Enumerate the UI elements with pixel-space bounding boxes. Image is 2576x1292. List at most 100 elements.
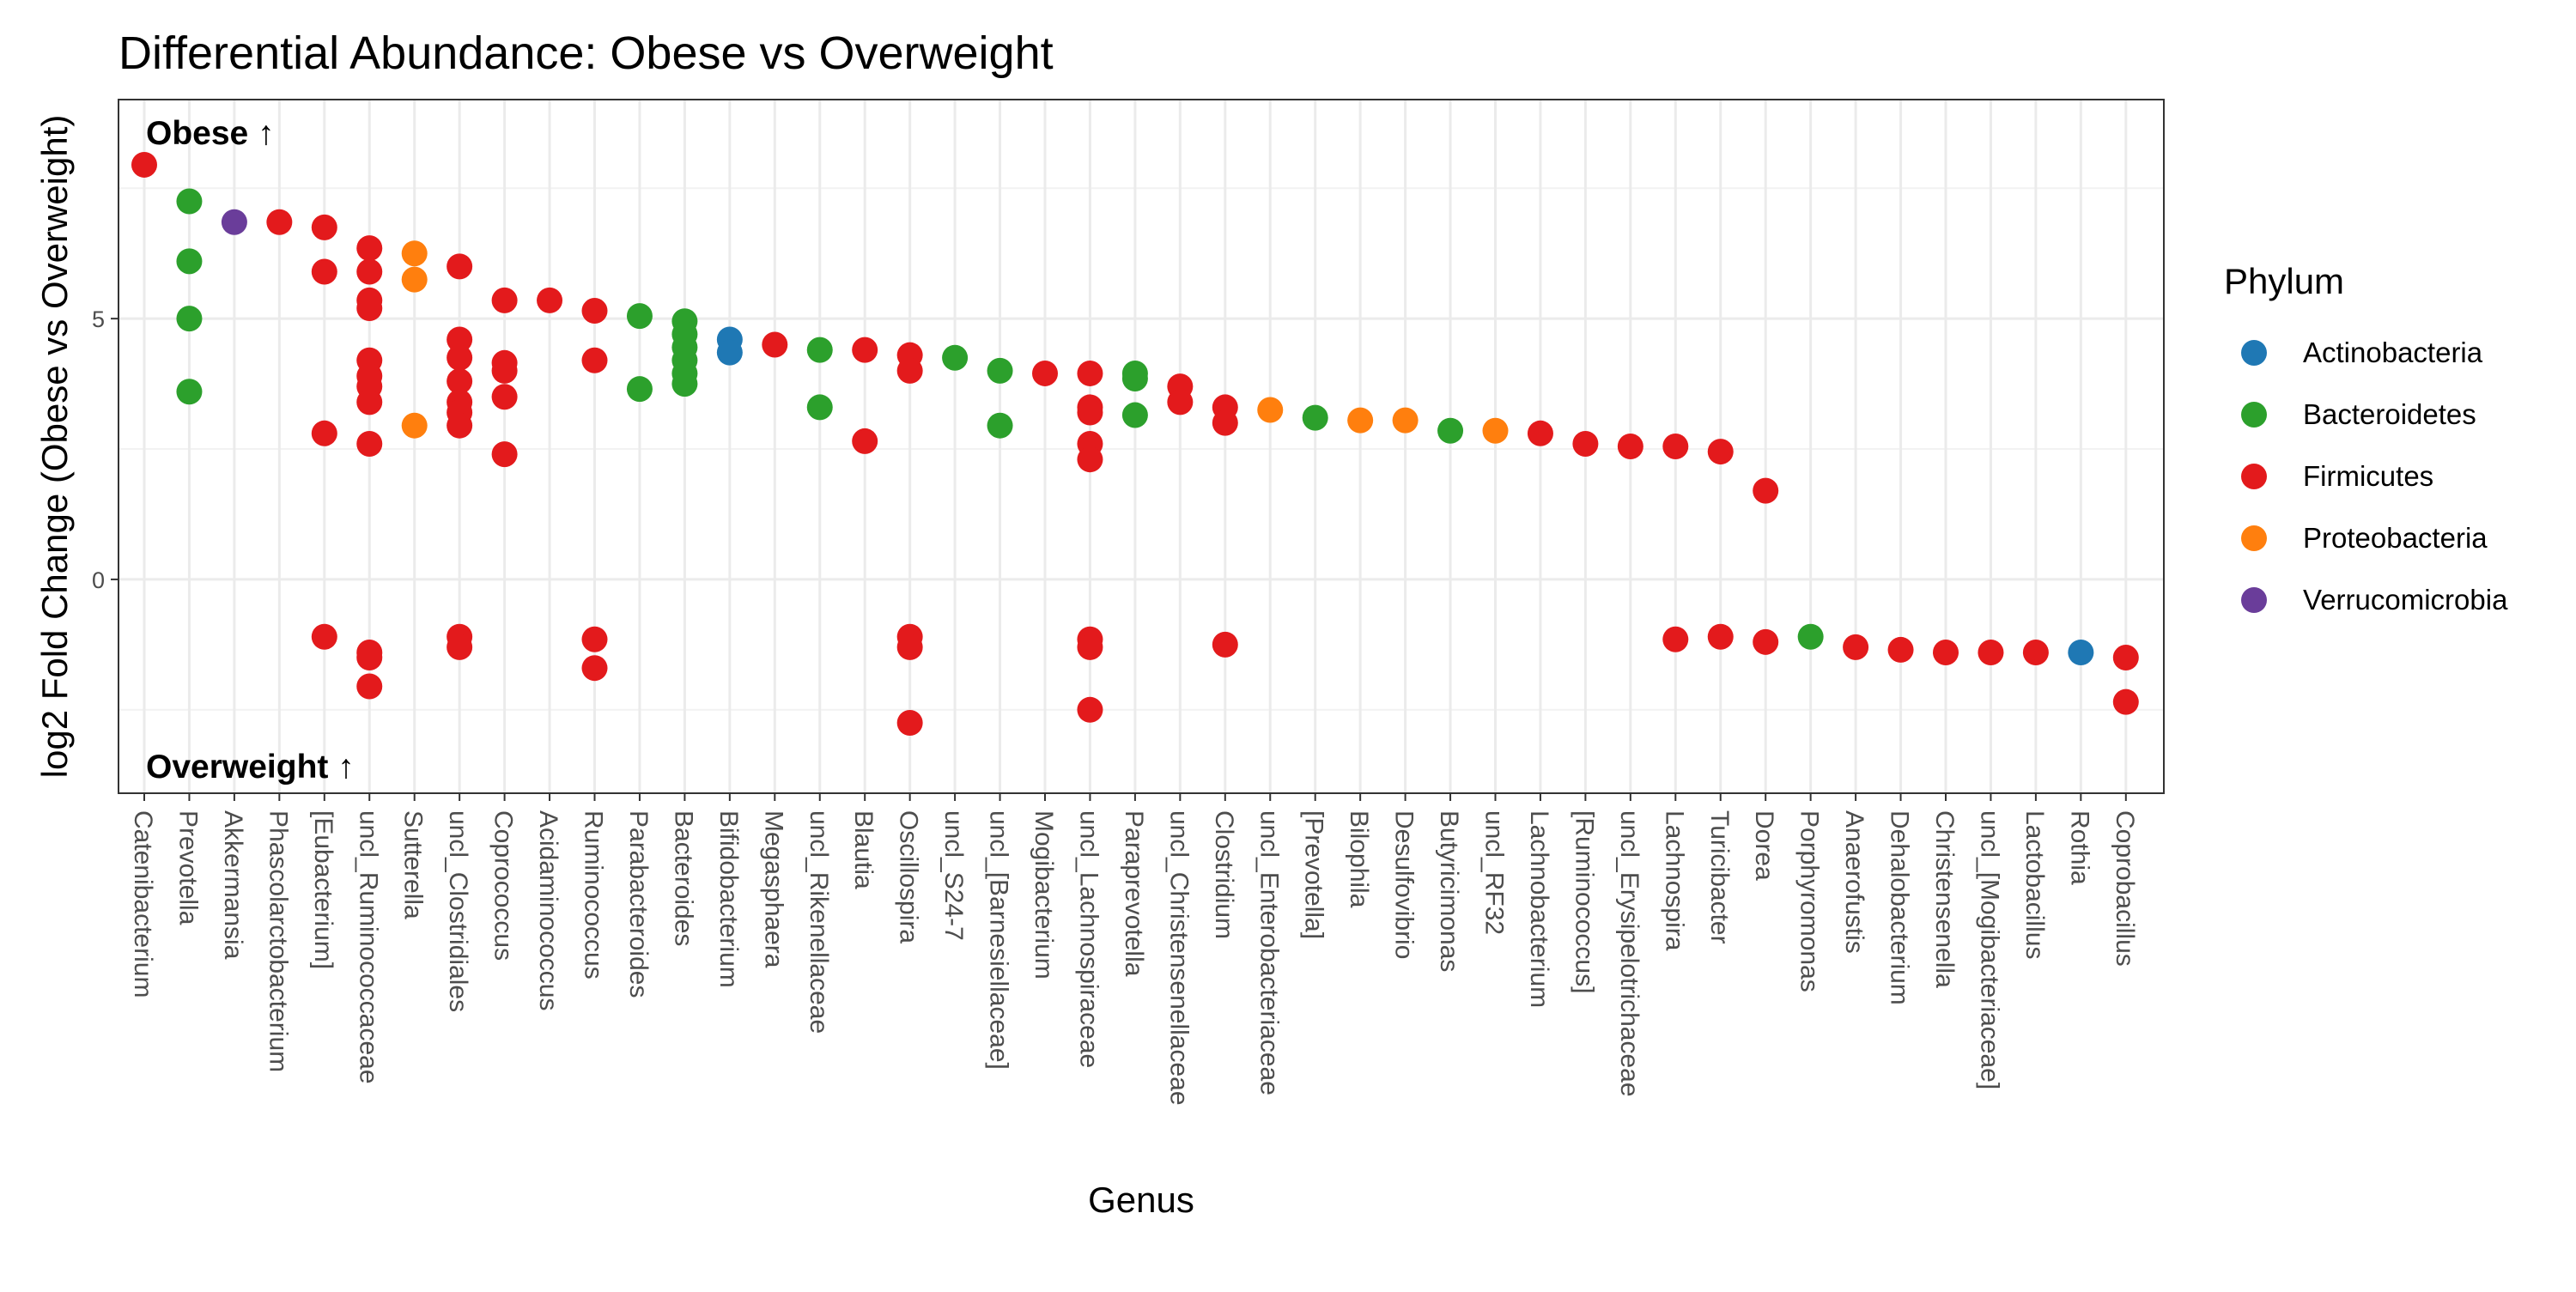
x-tick-label: Dorea [1750, 810, 1778, 881]
data-point [1527, 420, 1553, 446]
x-tick-label: Mogibacterium [1030, 810, 1058, 980]
data-point [311, 623, 337, 650]
data-point [266, 209, 293, 235]
legend-label: Firmicutes [2303, 460, 2433, 492]
x-tick-label: Lachnospira [1660, 810, 1688, 951]
data-point [987, 412, 1013, 439]
data-point [1121, 366, 1148, 392]
data-point [1077, 634, 1103, 660]
data-point [176, 248, 203, 275]
x-ticks: Catenibacterium Prevotella Akkermansia Phas… [129, 793, 2139, 1106]
data-point [1392, 407, 1419, 434]
data-point [447, 634, 473, 660]
data-point [1077, 399, 1103, 426]
grid-layer [118, 100, 2164, 793]
data-point [626, 303, 653, 330]
data-point [1662, 626, 1689, 652]
data-point [447, 412, 473, 439]
x-tick-label: Bifidobacterium [714, 810, 743, 988]
annotation-obese: Obese ↑ [146, 115, 275, 152]
data-point [896, 357, 923, 384]
data-point [356, 645, 383, 671]
x-tick-label: Rothia [2065, 810, 2093, 885]
data-point [2022, 639, 2049, 665]
data-point [401, 266, 428, 293]
x-tick-label: Blautia [849, 810, 878, 889]
data-point [401, 240, 428, 267]
data-point [1032, 360, 1058, 386]
data-point [1167, 389, 1194, 416]
data-point [311, 420, 337, 446]
legend-key [2241, 340, 2267, 366]
x-axis-title: Genus [1088, 1180, 1194, 1220]
data-point [537, 287, 563, 313]
data-point [356, 389, 383, 416]
data-point [2068, 639, 2094, 665]
data-point [2112, 645, 2139, 671]
x-tick-label: uncl_[Barnesiellaceae] [985, 810, 1013, 1070]
data-point [1978, 639, 2004, 665]
x-tick-label: Christensenella [1930, 810, 1959, 988]
data-point [1347, 407, 1374, 434]
legend-items: Actinobacteria Bacteroidetes Firmicutes Pro… [2241, 337, 2508, 616]
x-tick-label: Sutterella [399, 810, 428, 919]
points-layer [131, 151, 2139, 736]
data-point [176, 188, 203, 215]
data-point [852, 428, 878, 454]
data-point [1212, 631, 1238, 658]
x-tick-label: Catenibacterium [129, 810, 157, 998]
data-point [447, 253, 473, 280]
data-point [356, 430, 383, 457]
data-point [896, 634, 923, 660]
data-point [311, 258, 337, 285]
data-point [491, 384, 518, 410]
x-tick-label: Akkermansia [219, 810, 247, 960]
data-point [942, 344, 969, 371]
data-point [1617, 434, 1643, 459]
x-tick-label: Anaerofustis [1840, 810, 1868, 954]
data-point [671, 371, 698, 397]
x-tick-label: Bacteroides [669, 810, 697, 946]
data-point [1753, 477, 1779, 504]
x-tick-label: Phascolarctobacterium [264, 810, 292, 1072]
x-tick-label: uncl_S24-7 [939, 810, 968, 941]
x-tick-label: [Prevotella] [1300, 810, 1328, 939]
data-point [311, 214, 337, 240]
legend-label: Proteobacteria [2303, 522, 2488, 554]
x-tick-label: uncl_Clostridiales [444, 810, 472, 1012]
x-tick-label: Desulfovibrio [1390, 810, 1419, 959]
data-point [356, 673, 383, 700]
data-point [356, 258, 383, 285]
data-point [1572, 430, 1599, 457]
data-point [176, 379, 203, 405]
legend-key [2241, 464, 2267, 489]
x-tick-label: [Eubacterium] [309, 810, 337, 969]
data-point [1302, 404, 1328, 431]
x-tick-label: uncl_Enterobacteriaceae [1255, 810, 1283, 1095]
x-tick-label: Bilophila [1345, 810, 1373, 908]
x-tick-label: uncl_Rikenellaceae [805, 810, 833, 1034]
y-axis-title: log2 Fold Change (Obese vs Overweight) [34, 115, 75, 779]
data-point [447, 368, 473, 395]
data-point [852, 337, 878, 363]
y-tick-label: 5 [92, 306, 105, 332]
y-tick-label: 0 [92, 567, 105, 593]
legend-label: Verrucomicrobia [2303, 584, 2508, 616]
data-point [221, 209, 247, 235]
data-point [1212, 409, 1238, 436]
data-point [1887, 636, 1914, 663]
x-tick-label: Parabacteroides [624, 810, 653, 998]
data-point [806, 337, 833, 363]
x-tick-label: Ruminococcus [580, 810, 608, 980]
x-tick-label: Oscillospira [895, 810, 923, 943]
data-point [1933, 639, 1959, 665]
x-tick-label: Porphyromonas [1795, 810, 1824, 992]
x-tick-label: [Ruminococcus] [1570, 810, 1598, 993]
x-tick-label: Megasphaera [759, 810, 787, 968]
data-point [581, 626, 608, 652]
data-point [491, 287, 518, 313]
x-tick-label: uncl_Ruminococcaceae [354, 810, 382, 1084]
x-tick-label: Turicibacter [1705, 810, 1734, 944]
